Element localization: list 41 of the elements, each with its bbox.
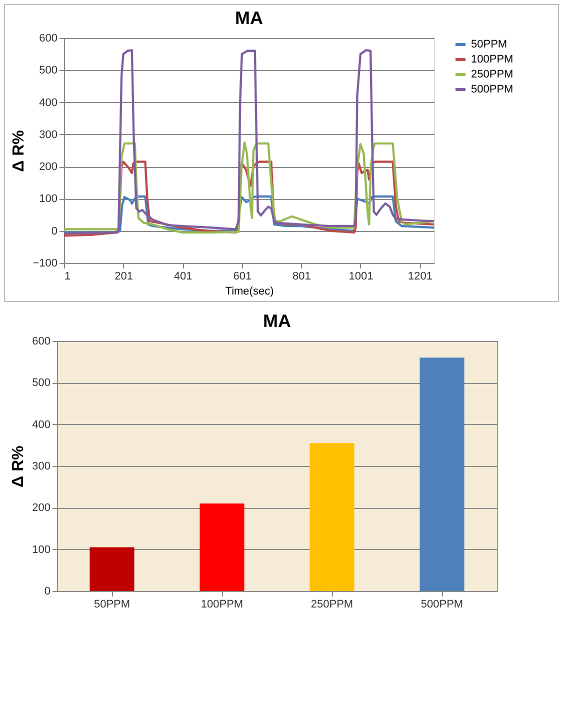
y-tick-label: 400 xyxy=(39,96,58,109)
bar xyxy=(90,547,134,591)
chart-title: MA xyxy=(235,8,263,28)
y-tick-label: 200 xyxy=(32,502,50,514)
x-tick-label: 1201 xyxy=(408,270,433,282)
y-tick-label: 500 xyxy=(32,377,50,390)
x-tick-label: 601 xyxy=(233,270,252,282)
y-axis-title: Δ R% xyxy=(10,446,28,488)
y-tick-label: −100 xyxy=(32,258,58,270)
y-axis-title: Δ R% xyxy=(10,130,28,172)
y-tick-label: 200 xyxy=(39,161,58,174)
y-tick-label: 600 xyxy=(39,32,58,44)
x-tick-label: 50PPM xyxy=(94,598,130,610)
legend-label: 100PPM xyxy=(471,54,514,66)
y-tick-label: 400 xyxy=(32,418,50,431)
y-tick-label: 300 xyxy=(32,460,50,472)
y-tick-label: 500 xyxy=(39,64,58,77)
x-tick-label: 250PPM xyxy=(310,598,354,610)
y-tick-label: 0 xyxy=(51,225,58,238)
legend-label: 250PPM xyxy=(471,68,514,80)
x-tick-label: 201 xyxy=(114,270,133,282)
bar xyxy=(200,504,244,591)
bar xyxy=(420,358,464,591)
legend-label: 50PPM xyxy=(471,38,508,50)
bar xyxy=(310,443,354,591)
chart-title: MA xyxy=(263,311,291,331)
x-tick-label: 500PPM xyxy=(420,598,464,610)
y-tick-label: 600 xyxy=(32,336,50,348)
x-tick-label: 1001 xyxy=(348,270,374,282)
x-tick-label: 100PPM xyxy=(200,598,244,610)
y-tick-label: 0 xyxy=(44,586,50,598)
y-tick-label: 100 xyxy=(39,193,58,206)
x-axis-title: Time(sec) xyxy=(225,286,274,298)
y-tick-label: 300 xyxy=(39,128,58,141)
line-series xyxy=(62,49,436,235)
x-tick-label: 801 xyxy=(292,270,311,282)
x-tick-label: 401 xyxy=(174,270,192,282)
legend-label: 500PPM xyxy=(471,84,514,96)
x-tick-label: 1 xyxy=(64,270,71,282)
y-tick-label: 100 xyxy=(32,544,50,556)
line-series xyxy=(62,141,436,234)
